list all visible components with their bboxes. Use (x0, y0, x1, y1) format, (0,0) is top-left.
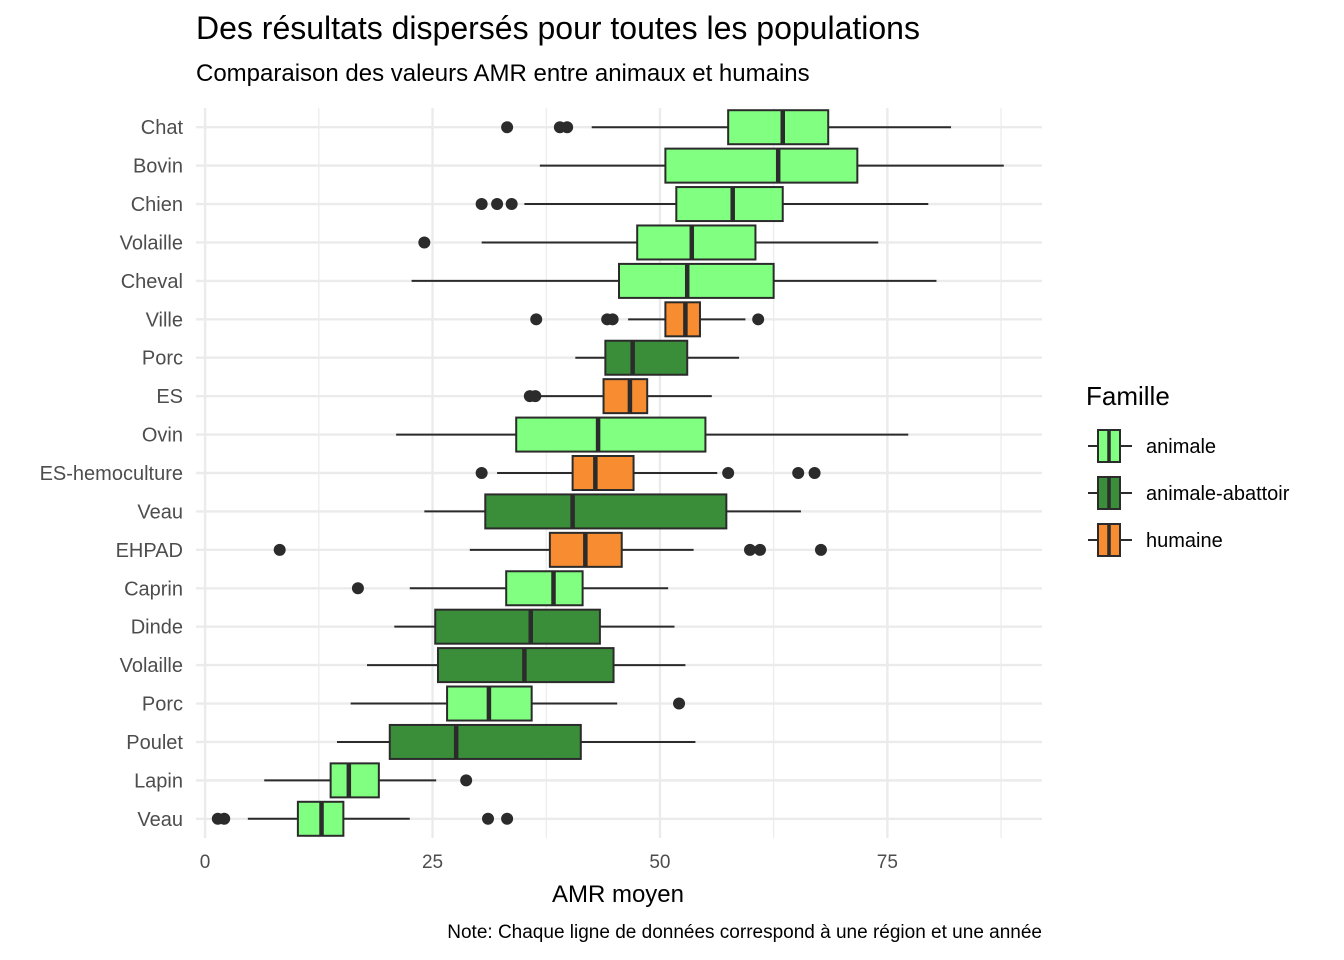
y-tick-label: Porc (142, 348, 183, 370)
y-tick-label: Porc (142, 694, 183, 716)
box-series (211, 109, 1004, 837)
outlier-point (673, 697, 686, 710)
x-axis-ticks: 0 25 50 75 (200, 852, 898, 873)
legend-label: animale (1146, 436, 1216, 458)
chart-caption: Note: Chaque ligne de données correspond… (447, 922, 1042, 943)
y-tick-label: Ville (146, 309, 183, 331)
box-poulet-animale-abattoir (337, 723, 696, 760)
outlier-point (530, 313, 543, 326)
box-veau-animale-abattoir (424, 493, 801, 530)
legend-item-humaine: humaine (1088, 523, 1223, 557)
outlier-point (418, 236, 431, 249)
outlier-point (792, 467, 805, 479)
chart-subtitle: Comparaison des valeurs AMR entre animau… (196, 60, 810, 87)
outlier-point (491, 198, 504, 211)
outlier-point (460, 774, 473, 787)
box-chien-animale (475, 186, 929, 223)
y-tick-label: Bovin (133, 156, 183, 178)
box-es-hemoculture-humaine (475, 455, 821, 491)
outlier-point (743, 543, 756, 556)
y-tick-label: Veau (137, 809, 183, 831)
outlier-point (505, 198, 518, 211)
outlier-point (351, 582, 364, 595)
y-tick-label: Caprin (124, 578, 183, 600)
outlier-point (218, 812, 231, 825)
legend-item-animale: animale (1088, 429, 1216, 463)
box-chat-animale (501, 109, 952, 146)
outlier-point (814, 543, 827, 556)
outlier-point (752, 313, 765, 326)
box-veau-animale (211, 800, 514, 837)
box-iqr (664, 301, 701, 338)
outlier-point (475, 467, 488, 479)
box-iqr (636, 224, 757, 261)
box-iqr (515, 416, 707, 453)
chart-title: Des résultats dispersés pour toutes les … (196, 10, 920, 46)
outlier-point (273, 543, 286, 556)
outlier-point (482, 812, 495, 825)
box-ville-humaine (530, 301, 765, 338)
box-iqr (664, 147, 859, 184)
y-tick-label: Chien (131, 194, 183, 216)
box-iqr (505, 570, 584, 607)
y-tick-label: Poulet (126, 732, 183, 754)
box-iqr (602, 378, 649, 415)
box-volaille-animale (418, 224, 879, 261)
legend: Famille animale animale-abattoir humaine (1086, 381, 1290, 557)
y-tick-label: EHPAD (116, 540, 183, 562)
box-volaille-animale-abattoir (367, 647, 686, 684)
outlier-point (501, 812, 514, 825)
x-tick-label: 25 (422, 852, 443, 873)
box-bovin-animale (539, 147, 1004, 184)
box-iqr (388, 723, 582, 760)
box-iqr (484, 493, 728, 530)
y-tick-label: Volaille (120, 655, 183, 677)
y-tick-label: Dinde (131, 617, 183, 639)
box-ovin-animale (396, 416, 909, 453)
y-tick-label: ES-hemoculture (40, 463, 183, 485)
x-tick-label: 0 (200, 852, 211, 873)
x-tick-label: 75 (877, 852, 898, 873)
box-iqr (329, 762, 380, 799)
outlier-point (808, 467, 821, 479)
outlier-point (529, 390, 542, 403)
outlier-point (754, 543, 766, 556)
legend-title: Famille (1086, 381, 1170, 411)
box-lapin-animale (264, 762, 473, 799)
box-dinde-animale-abattoir (394, 608, 675, 645)
box-cheval-animale (411, 262, 937, 299)
y-tick-label: Chat (141, 117, 184, 139)
y-tick-label: Cheval (121, 271, 183, 293)
box-iqr (675, 186, 784, 223)
outlier-point (606, 313, 619, 326)
outlier-point (475, 198, 488, 211)
box-porc-animale (350, 685, 686, 722)
y-tick-label: Volaille (120, 232, 183, 254)
y-axis-ticks: Chat Bovin Chien Volaille Cheval Ville Porc ES O… (40, 117, 184, 831)
box-iqr (604, 339, 689, 376)
box-iqr (571, 455, 635, 491)
outlier-point (722, 467, 735, 479)
box-ehpad-humaine (273, 531, 827, 568)
legend-label: humaine (1146, 530, 1223, 552)
y-tick-label: Veau (137, 501, 183, 523)
x-axis-label: AMR moyen (552, 881, 684, 908)
legend-item-animale-abattoir: animale-abattoir (1088, 476, 1290, 510)
x-tick-label: 50 (649, 852, 670, 873)
y-tick-label: Lapin (134, 770, 183, 792)
outlier-point (561, 121, 574, 134)
box-caprin-animale (351, 570, 669, 607)
box-iqr (727, 109, 830, 146)
outlier-point (501, 121, 514, 134)
y-tick-label: Ovin (142, 425, 183, 447)
box-es-humaine (523, 378, 712, 415)
y-tick-label: ES (156, 386, 183, 408)
legend-label: animale-abattoir (1146, 483, 1290, 505)
box-iqr (618, 262, 775, 299)
box-iqr (434, 608, 601, 645)
box-porc-animale-abattoir (575, 339, 740, 376)
